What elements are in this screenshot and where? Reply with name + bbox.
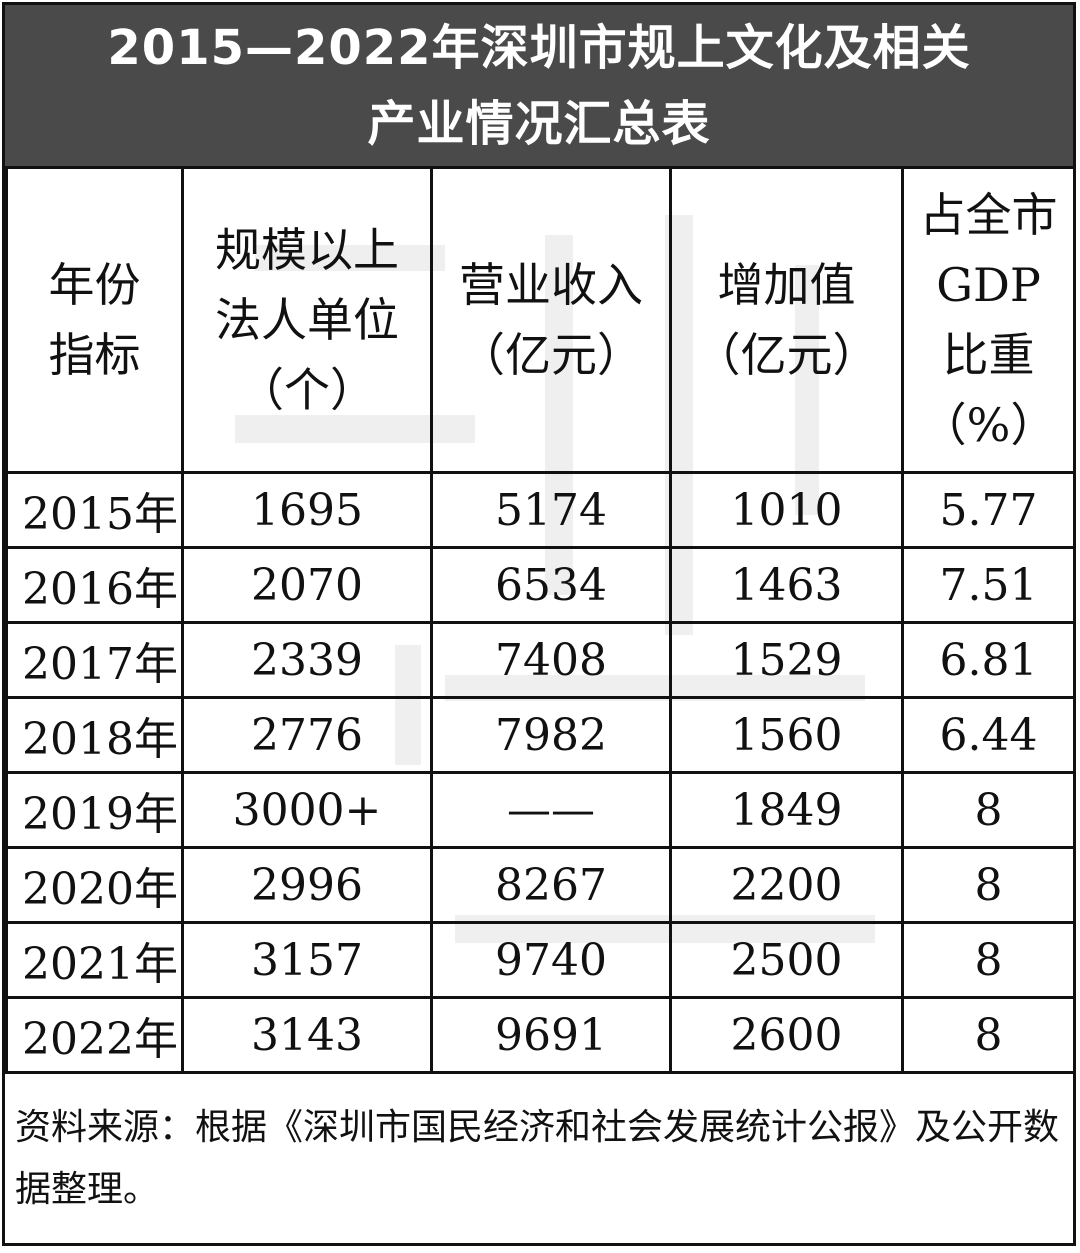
cell-year: 2018年 [5, 696, 184, 774]
cell-value-added: 1529 [669, 621, 904, 699]
cell-gdp-share: 8 [901, 921, 1076, 999]
header-value-added: 增加值 （亿元） [669, 166, 904, 474]
cell-units: 2996 [181, 846, 433, 924]
table-row: 2015年 1695 5174 1010 5.77 [5, 471, 1076, 549]
cell-gdp-share: 5.77 [901, 471, 1076, 549]
title-line-2: 产业情况汇总表 [367, 95, 711, 152]
cell-year: 2019年 [5, 771, 184, 849]
cell-year: 2017年 [5, 621, 184, 699]
cell-units: 2339 [181, 621, 433, 699]
cell-value-added: 1463 [669, 546, 904, 624]
header-units: 规模以上 法人单位 （个） [181, 166, 433, 474]
cell-revenue: 6534 [430, 546, 672, 624]
table-row: 2017年 2339 7408 1529 6.81 [5, 621, 1076, 699]
cell-revenue: 5174 [430, 471, 672, 549]
cell-units: 1695 [181, 471, 433, 549]
cell-revenue: 7982 [430, 696, 672, 774]
cell-units: 2070 [181, 546, 433, 624]
table-row: 2021年 3157 9740 2500 8 [5, 921, 1076, 999]
cell-gdp-share: 6.44 [901, 696, 1076, 774]
cell-value-added: 1849 [669, 771, 904, 849]
cell-revenue: —— [430, 771, 672, 849]
cell-value-added: 2200 [669, 846, 904, 924]
cell-year: 2016年 [5, 546, 184, 624]
header-row: 年份 指标 规模以上 法人单位 （个） 营业收入 （亿元） 增加值 （亿元） 占… [5, 166, 1076, 474]
source-note: 资料来源：根据《深圳市国民经济和社会发展统计公报》及公开数据整理。 [15, 1107, 1060, 1210]
cell-units: 3157 [181, 921, 433, 999]
cell-revenue: 7408 [430, 621, 672, 699]
data-table: 年份 指标 规模以上 法人单位 （个） 营业收入 （亿元） 增加值 （亿元） 占… [5, 166, 1076, 1074]
cell-value-added: 2600 [669, 996, 904, 1074]
title-line-1: 2015—2022年深圳市规上文化及相关 [107, 19, 971, 76]
table-row: 2022年 3143 9691 2600 8 [5, 996, 1076, 1074]
cell-year: 2020年 [5, 846, 184, 924]
header-year: 年份 指标 [5, 166, 184, 474]
cell-value-added: 1010 [669, 471, 904, 549]
header-gdp-share: 占全市 GDP 比重 （%） [901, 166, 1076, 474]
cell-revenue: 8267 [430, 846, 672, 924]
cell-units: 2776 [181, 696, 433, 774]
cell-value-added: 1560 [669, 696, 904, 774]
table-row: 2016年 2070 6534 1463 7.51 [5, 546, 1076, 624]
title-banner: 2015—2022年深圳市规上文化及相关 产业情况汇总表 [5, 5, 1073, 169]
cell-gdp-share: 8 [901, 846, 1076, 924]
cell-gdp-share: 7.51 [901, 546, 1076, 624]
cell-year: 2022年 [5, 996, 184, 1074]
cell-units: 3000+ [181, 771, 433, 849]
cell-gdp-share: 6.81 [901, 621, 1076, 699]
table-row: 2019年 3000+ —— 1849 8 [5, 771, 1076, 849]
table-row: 2020年 2996 8267 2200 8 [5, 846, 1076, 924]
table-row: 2018年 2776 7982 1560 6.44 [5, 696, 1076, 774]
cell-value-added: 2500 [669, 921, 904, 999]
cell-year: 2015年 [5, 471, 184, 549]
cell-units: 3143 [181, 996, 433, 1074]
cell-year: 2021年 [5, 921, 184, 999]
cell-revenue: 9740 [430, 921, 672, 999]
cell-gdp-share: 8 [901, 771, 1076, 849]
cell-gdp-share: 8 [901, 996, 1076, 1074]
header-revenue: 营业收入 （亿元） [430, 166, 672, 474]
cell-revenue: 9691 [430, 996, 672, 1074]
